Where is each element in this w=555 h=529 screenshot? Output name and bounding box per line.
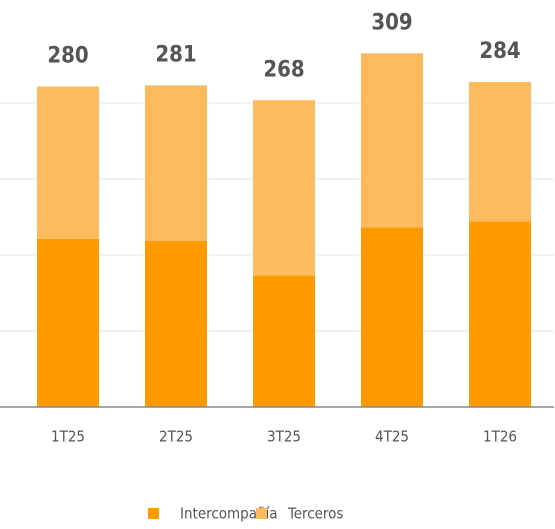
x-tick-label: 3T25	[267, 428, 301, 446]
x-tick-label: 4T25	[375, 428, 409, 446]
total-label: 280	[47, 44, 88, 69]
bar-segment	[253, 275, 315, 407]
legend-label: Intercompañía	[180, 505, 278, 523]
bar-segment	[145, 85, 207, 242]
x-tick-label: 2T25	[159, 428, 193, 446]
x-tick-label: 1T26	[483, 428, 517, 446]
total-label: 284	[479, 39, 520, 64]
x-tick-label: 1T25	[51, 428, 85, 446]
bar-segment	[469, 221, 531, 407]
bar-segment	[361, 227, 423, 407]
total-label: 281	[155, 42, 196, 67]
legend-swatch	[256, 508, 267, 519]
total-label: 268	[263, 57, 304, 82]
legend-swatch	[148, 508, 159, 519]
bar-segment	[145, 241, 207, 407]
bar-segment	[37, 238, 99, 407]
bar-segment	[37, 86, 99, 239]
legend-label: Terceros	[287, 505, 343, 523]
total-label: 309	[371, 10, 412, 35]
bar-segment	[253, 100, 315, 276]
bar-segment	[469, 81, 531, 222]
bar-segment	[361, 53, 423, 228]
